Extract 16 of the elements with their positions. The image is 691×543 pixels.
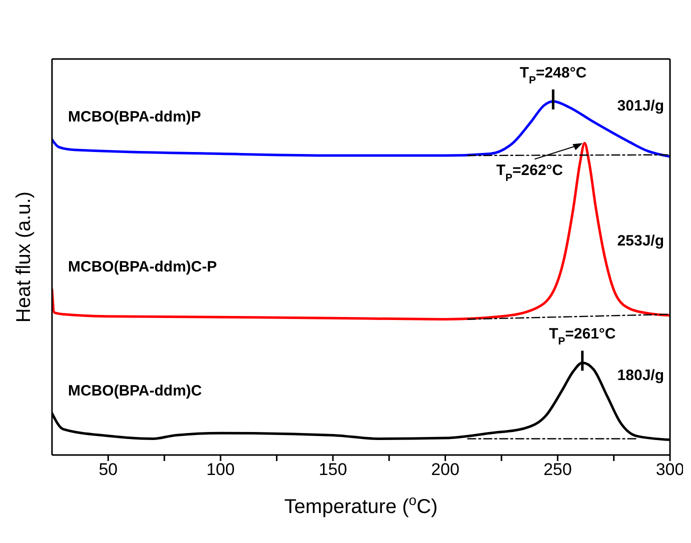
x-tick-label: 100	[206, 460, 235, 480]
x-tick-label: 150	[318, 460, 348, 480]
x-tick-label: 50	[98, 460, 118, 480]
annotation: T$_{P}$=248°C	[520, 64, 587, 86]
series-label: MCBO(BPA-ddm)C-P	[68, 258, 217, 276]
x-axis-title: Temperature ($^{o}$C)	[284, 492, 438, 518]
x-tick-label: 200	[431, 460, 460, 480]
y-axis-title: Heat flux (a.u.)	[13, 191, 35, 323]
annotation: T$_{P}$=262°C	[496, 162, 564, 184]
annotation: 180J/g	[617, 366, 664, 384]
x-tick-label: 250	[543, 460, 572, 480]
annotation: 301J/g	[617, 98, 664, 115]
annotation: T$_{P}$=261°C	[548, 326, 616, 348]
annotation: 253J/g	[617, 232, 664, 250]
series-label: MCBO(BPA-ddm)C	[68, 382, 202, 400]
series-label: MCBO(BPA-ddm)P	[68, 108, 202, 126]
